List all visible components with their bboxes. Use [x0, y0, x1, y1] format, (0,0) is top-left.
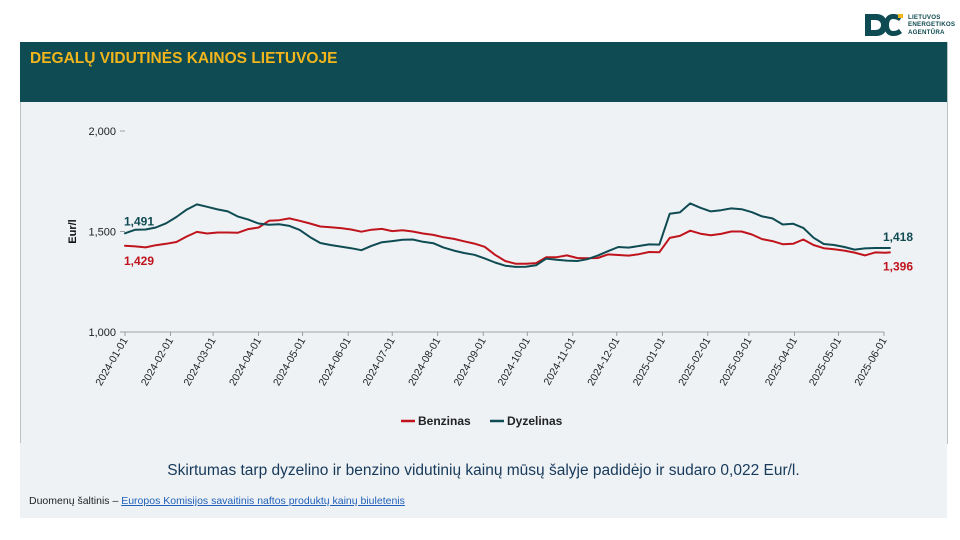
fuel-price-chart: 1,000 1,500 2,000 Eur/l 2024-01-01 2024-02-0… [67, 126, 913, 428]
x-tick-label: 2024-02-01 [139, 335, 176, 388]
x-tick-label: 2025-02-01 [676, 335, 713, 388]
x-tick-label: 2024-11-01 [542, 335, 579, 387]
legend-label-dyzelinas: Dyzelinas [507, 414, 563, 428]
logo-line-2: ENERGETIKOS [908, 21, 956, 29]
summary-panel: Skirtumas tarp dyzelino ir benzino vidut… [20, 443, 947, 518]
start-label-dyzelinas: 1,491 [124, 214, 154, 228]
x-tick-label: 2024-03-01 [181, 335, 218, 388]
x-tick-label: 2024-01-01 [93, 335, 130, 388]
x-tick-label: 2024-07-01 [361, 335, 398, 388]
x-tick-label: 2025-04-01 [763, 335, 800, 388]
x-tick-label: 2024-10-01 [496, 335, 533, 388]
start-label-benzinas: 1,429 [124, 254, 154, 268]
y-tick-label: 2,000 [88, 126, 116, 138]
y-axis-label: Eur/l [67, 219, 79, 243]
chart-legend: Benzinas Dyzelinas [401, 414, 563, 428]
logo-line-1: LIETUVOS [908, 14, 941, 21]
series-line-benzinas [124, 217, 891, 265]
x-tick-label: 2025-03-01 [717, 335, 754, 388]
x-tick-label: 2024-06-01 [316, 335, 353, 388]
logo-line-3: AGENTŪRA [908, 28, 945, 36]
x-tick-label: 2025-06-01 [852, 335, 889, 388]
x-tick-label: 2024-04-01 [227, 335, 264, 388]
x-tick-label: 2024-05-01 [271, 335, 308, 388]
x-tick-label: 2024-09-01 [452, 335, 489, 388]
title-banner: DEGALŲ VIDUTINĖS KAINOS LIETUVOJE [20, 42, 947, 102]
series-line-dyzelinas [124, 202, 891, 268]
x-tick-label: 2025-01-01 [631, 335, 668, 388]
data-source: Duomenų šaltinis – Europos Komisijos sav… [29, 495, 405, 507]
source-label: Duomenų šaltinis – [29, 495, 122, 507]
legend-label-benzinas: Benzinas [418, 414, 471, 428]
end-label-benzinas: 1,396 [883, 259, 913, 273]
summary-text: Skirtumas tarp dyzelino ir benzino vidut… [167, 462, 800, 479]
y-axis: 1,000 1,500 2,000 Eur/l [67, 126, 884, 339]
data-labels: 1,429 1,396 1,491 1,418 [124, 214, 913, 273]
x-axis: 2024-01-01 2024-02-01 2024-03-01 2024-04-01… [93, 332, 890, 388]
end-label-dyzelinas: 1,418 [883, 230, 913, 244]
y-tick-label: 1,500 [88, 227, 116, 239]
lea-logo-text: LIETUVOS ENERGETIKOS AGENTŪRA [908, 14, 955, 36]
lea-logo: LIETUVOS ENERGETIKOS AGENTŪRA [862, 12, 955, 40]
y-tick-label: 1,000 [88, 327, 116, 339]
source-link[interactable]: Europos Komisijos savaitinis naftos prod… [121, 495, 405, 507]
series-lines [124, 202, 891, 268]
x-tick-label: 2024-08-01 [406, 335, 443, 388]
x-tick-label: 2024-12-01 [585, 335, 622, 388]
page-title: DEGALŲ VIDUTINĖS KAINOS LIETUVOJE [30, 50, 338, 67]
x-tick-label: 2025-05-01 [807, 335, 844, 388]
lea-logo-icon [865, 14, 903, 36]
